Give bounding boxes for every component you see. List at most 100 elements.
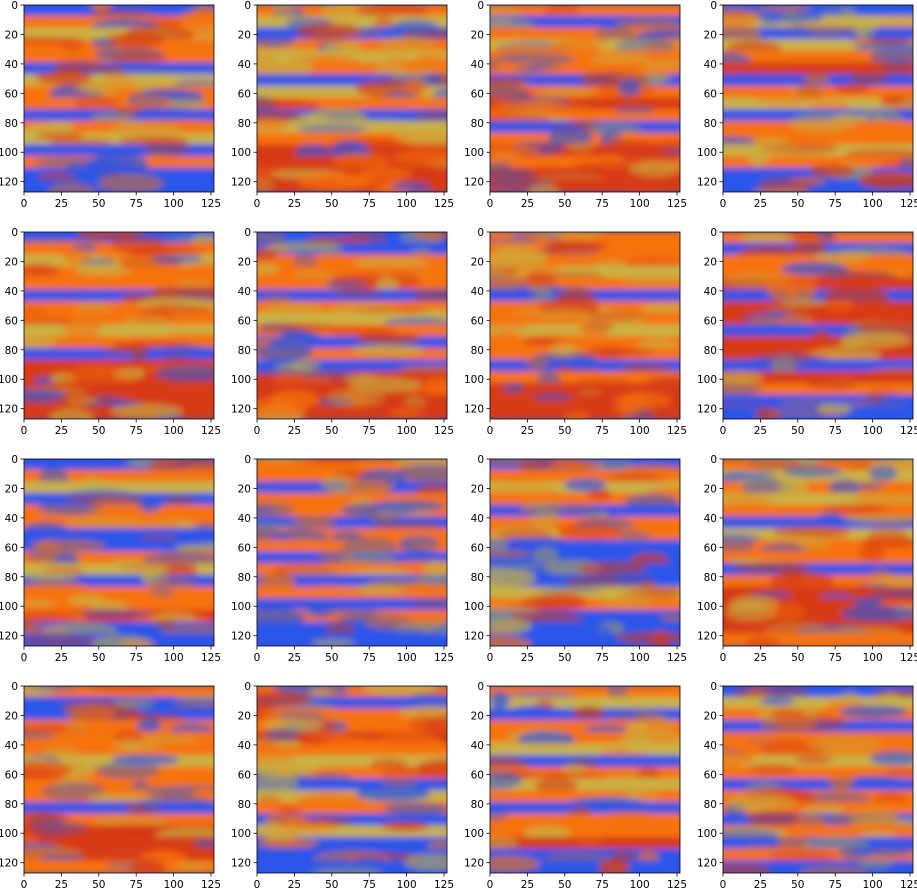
x-tick-label: 25 xyxy=(521,652,534,664)
y-tick-label: 0 xyxy=(11,681,18,693)
texture-blob xyxy=(390,181,432,191)
plot-frame xyxy=(722,231,914,420)
texture-blob xyxy=(400,232,444,246)
texture-blob xyxy=(868,464,898,482)
x-tick-label: 125 xyxy=(201,652,221,664)
plot-frame xyxy=(256,231,448,420)
texture-blob xyxy=(257,773,300,793)
texture-blob xyxy=(838,705,908,718)
x-tick-label: 0 xyxy=(487,879,494,888)
texture-blob xyxy=(812,250,874,264)
x-tick-label: 100 xyxy=(630,652,650,664)
texture-blob xyxy=(155,344,214,364)
y-tick-label: 120 xyxy=(0,631,18,643)
texture-blob xyxy=(809,330,833,346)
texture-blob xyxy=(123,743,162,751)
y-tick-label: 120 xyxy=(697,404,717,416)
texture-blob xyxy=(25,551,80,563)
y-tick-label: 20 xyxy=(471,256,484,268)
y-tick-label: 100 xyxy=(231,828,251,840)
texture-blob xyxy=(297,172,377,191)
x-tick-label: 125 xyxy=(667,652,687,664)
texture-blob xyxy=(310,639,356,646)
texture-blob xyxy=(257,99,298,108)
x-tick-label: 125 xyxy=(900,879,917,888)
texture-blob xyxy=(307,687,332,700)
plot-frame xyxy=(489,231,681,420)
texture-blob xyxy=(174,79,214,88)
y-tick-label: 40 xyxy=(704,286,717,298)
texture-blob xyxy=(558,523,623,540)
x-tick-label: 25 xyxy=(521,425,534,437)
texture-blob xyxy=(740,232,794,244)
texture-blob xyxy=(490,265,519,278)
x-tick-label: 75 xyxy=(829,198,842,210)
y-tick-label: 60 xyxy=(5,88,18,100)
y-tick-label: 120 xyxy=(0,404,18,416)
y-tick-label: 100 xyxy=(464,374,484,386)
texture-blob xyxy=(392,148,447,167)
texture-blob xyxy=(857,857,894,870)
x-tick-label: 25 xyxy=(754,879,767,888)
texture-blob xyxy=(754,406,781,419)
texture-blob xyxy=(662,686,680,692)
y-tick-label: 100 xyxy=(231,147,251,159)
texture-blob xyxy=(355,307,435,314)
x-tick-label: 100 xyxy=(164,879,184,888)
heatmap-image xyxy=(490,459,680,646)
x-tick-label: 0 xyxy=(487,198,494,210)
texture-blob xyxy=(257,117,291,131)
texture-blob xyxy=(193,48,214,57)
plot-frame xyxy=(256,4,448,193)
x-tick-label: 125 xyxy=(900,425,917,437)
texture-blob xyxy=(257,178,274,192)
texture-blob xyxy=(35,157,89,167)
texture-blob xyxy=(787,113,859,134)
panel-2: 0 25 50 75 100 125 0 20 40 60 80 100 120 xyxy=(231,0,454,210)
texture-blob xyxy=(490,582,504,594)
texture-blob xyxy=(146,785,196,798)
x-tick-label: 50 xyxy=(558,879,571,888)
y-tick-label: 20 xyxy=(704,710,717,722)
panel-3: 0 25 50 75 100 125 0 20 40 60 80 100 120 xyxy=(464,0,687,210)
texture-blob xyxy=(67,595,105,606)
texture-blob xyxy=(492,331,521,348)
texture-blob xyxy=(257,35,296,48)
texture-blob xyxy=(37,502,104,516)
y-tick-label: 80 xyxy=(704,799,717,811)
texture-blob xyxy=(257,248,277,263)
y-tick-label: 60 xyxy=(704,315,717,327)
texture-blob xyxy=(525,271,555,287)
texture-blob xyxy=(407,99,435,107)
y-tick-label: 0 xyxy=(11,454,18,466)
x-tick-label: 0 xyxy=(254,652,261,664)
y-tick-label: 40 xyxy=(5,740,18,752)
texture-blob xyxy=(257,459,318,463)
panel-6: 0 25 50 75 100 125 0 20 40 60 80 100 120 xyxy=(231,227,454,437)
texture-blob xyxy=(757,10,783,25)
y-tick-label: 120 xyxy=(697,631,717,643)
texture-blob xyxy=(828,770,855,791)
y-tick-label: 100 xyxy=(0,147,18,159)
texture-blob xyxy=(514,286,537,302)
texture-band xyxy=(490,621,680,636)
y-tick-label: 0 xyxy=(710,227,717,239)
texture-blob xyxy=(89,498,143,516)
x-tick-label: 0 xyxy=(720,198,727,210)
texture-blob xyxy=(47,181,96,192)
texture-blob xyxy=(257,232,286,245)
texture-blob xyxy=(191,522,214,538)
x-tick-label: 0 xyxy=(720,879,727,888)
x-tick-label: 75 xyxy=(363,652,376,664)
y-tick-label: 0 xyxy=(477,454,484,466)
y-tick-label: 40 xyxy=(471,286,484,298)
x-tick-label: 75 xyxy=(130,198,143,210)
texture-blob xyxy=(858,171,913,190)
texture-blob xyxy=(490,113,552,124)
texture-blob xyxy=(73,300,113,316)
texture-blob xyxy=(403,853,447,871)
x-tick-label: 125 xyxy=(667,425,687,437)
texture-blob xyxy=(639,588,680,595)
texture-blob xyxy=(620,277,680,286)
